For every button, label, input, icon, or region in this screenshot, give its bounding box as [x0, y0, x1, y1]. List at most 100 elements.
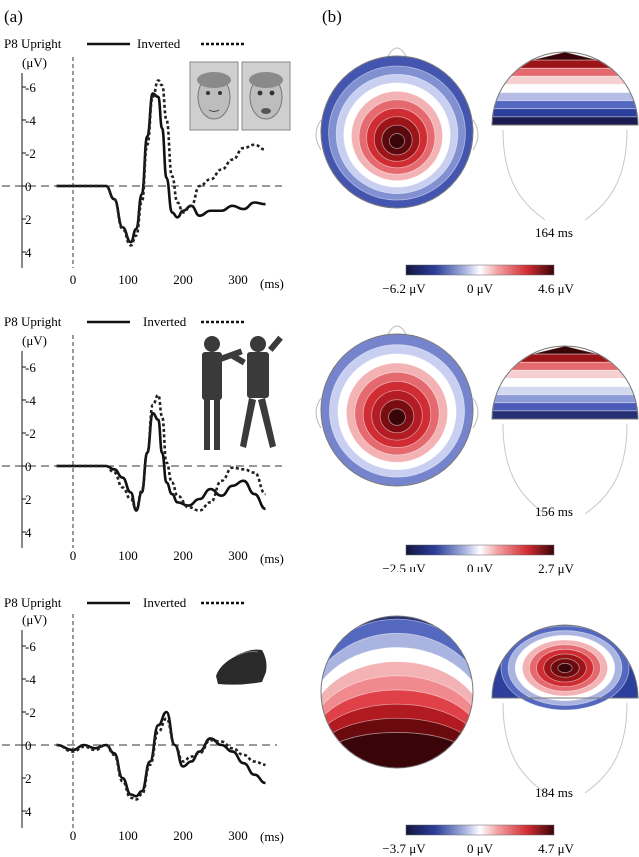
erp-lines [56, 710, 266, 801]
y-tick-label: -4 [25, 113, 36, 128]
contour-band [388, 408, 406, 426]
scalp-mask [277, 572, 517, 812]
colorbar [405, 824, 555, 836]
x-tick-label: 200 [173, 548, 193, 563]
panel-label-b: (b) [322, 7, 342, 26]
legend-inverted-label: Inverted [143, 314, 187, 329]
upright-series-line [56, 710, 266, 798]
erp-lines [56, 393, 267, 512]
colorbar-zero-label: 0 μV [467, 841, 494, 856]
x-unit-label: (ms) [260, 829, 284, 844]
contour-band [493, 100, 637, 110]
x-tick-label: 100 [118, 272, 138, 287]
contour-band [557, 662, 573, 674]
contour-band [495, 92, 635, 102]
y-tick-label: -2 [25, 426, 36, 441]
y-tick-label: 0 [25, 459, 32, 474]
contour-band [517, 353, 613, 363]
inverted-series-line [56, 393, 267, 512]
contour-band [509, 361, 621, 371]
y-tick-label: -4 [25, 672, 36, 687]
contour-band [491, 410, 639, 420]
colorbar [405, 544, 555, 556]
y-tick-label: 2 [25, 492, 32, 507]
x-tick-label: 300 [228, 548, 248, 563]
y-tick-label: -6 [25, 80, 36, 95]
contour-band [388, 133, 405, 149]
x-unit-label: (ms) [260, 276, 284, 291]
left-ear-outline [315, 397, 322, 429]
topomap-shoes: 184 ms −3.7 μV 0 μV 4.7 μV [277, 572, 639, 856]
colorbar-zero-label: 0 μV [467, 281, 494, 296]
y-tick-label: 2 [25, 212, 32, 227]
colorbar-max-label: 2.7 μV [538, 561, 574, 576]
colorbar-max-label: 4.6 μV [538, 281, 574, 296]
x-tick-label: 100 [118, 548, 138, 563]
head-back-outline [502, 423, 628, 515]
x-tick-label: 0 [70, 272, 77, 287]
colorbar-max-label: 4.7 μV [538, 841, 574, 856]
scalp-mask [485, 618, 639, 698]
y-unit-label: (μV) [22, 55, 47, 70]
y-unit-label: (μV) [22, 333, 47, 348]
legend-upright-label: P8 Upright [4, 314, 62, 329]
inverted-series-line [56, 717, 266, 801]
x-tick-label: 300 [228, 272, 248, 287]
contour-band [503, 75, 627, 85]
contour-band [491, 116, 639, 126]
stimulus-body-image [202, 335, 283, 450]
x-tick-label: 300 [228, 828, 248, 843]
x-tick-label: 0 [70, 828, 77, 843]
y-tick-label: -6 [25, 639, 36, 654]
topomap-time-label: 156 ms [535, 504, 573, 519]
legend-inverted-label: Inverted [137, 36, 181, 51]
x-tick-label: 200 [173, 828, 193, 843]
contour-band [491, 402, 639, 412]
x-tick-label: 100 [118, 828, 138, 843]
contour-band [498, 84, 632, 93]
contour-band [495, 386, 635, 396]
erp-chart-faces: P8 Upright Inverted (μV) (ms) -6 -4 -2 0 2 4 0… [2, 36, 291, 291]
stimulus-face-upright-image [189, 61, 239, 131]
colorbar-min-label: −3.7 μV [382, 841, 426, 856]
scalp-outline [320, 333, 474, 487]
topomap-time-label: 184 ms [535, 785, 573, 800]
y-tick-label: 4 [25, 245, 32, 260]
y-tick-label: 0 [25, 179, 32, 194]
x-tick-label: 200 [173, 272, 193, 287]
axes: -6 -4 -2 0 2 4 0 100 200 300 [2, 57, 282, 287]
y-tick-label: -4 [25, 393, 36, 408]
x-unit-label: (ms) [260, 551, 284, 566]
upright-series-line [56, 411, 266, 512]
panel-label-a: (a) [4, 7, 23, 26]
stimulus-shoe-image [216, 649, 267, 685]
axes: -6 -4 -2 0 2 4 0 100 200 300 [2, 614, 282, 843]
legend-upright-label: P8 Upright [4, 595, 62, 610]
nose-outline [386, 47, 408, 59]
y-unit-label: (μV) [22, 612, 47, 627]
colorbar [405, 264, 555, 276]
y-tick-label: 4 [25, 804, 32, 819]
topomap-faces: 164 ms −6.2 μV 0 μV 4.6 μV [315, 47, 639, 296]
axes: -6 -4 -2 0 2 4 0 100 200 300 [2, 335, 282, 563]
head-back-outline [502, 129, 628, 221]
erp-chart-bodies: P8 Upright Inverted (μV) (ms) -6 -4 -2 0 2 4 0… [2, 314, 284, 566]
y-tick-label: -6 [25, 360, 36, 375]
scalp-outline [491, 51, 639, 126]
nose-outline [386, 325, 408, 337]
topomap-bodies: 156 ms−2.5 μV 0 μV 2.7 μV [315, 325, 639, 576]
y-tick-label: 0 [25, 738, 32, 753]
scalp-outline [320, 55, 474, 209]
head-back-outline [502, 702, 628, 794]
x-tick-label: 0 [70, 548, 77, 563]
scalp-outline [320, 615, 474, 769]
legend-upright-label: P8 Upright [4, 36, 62, 51]
left-ear-outline [315, 119, 322, 151]
contour-band [498, 378, 632, 387]
right-ear-outline [472, 119, 479, 151]
scalp-outline [491, 345, 639, 420]
contour-band [503, 369, 627, 379]
y-tick-label: -2 [25, 705, 36, 720]
inverted-series-line [56, 79, 266, 247]
